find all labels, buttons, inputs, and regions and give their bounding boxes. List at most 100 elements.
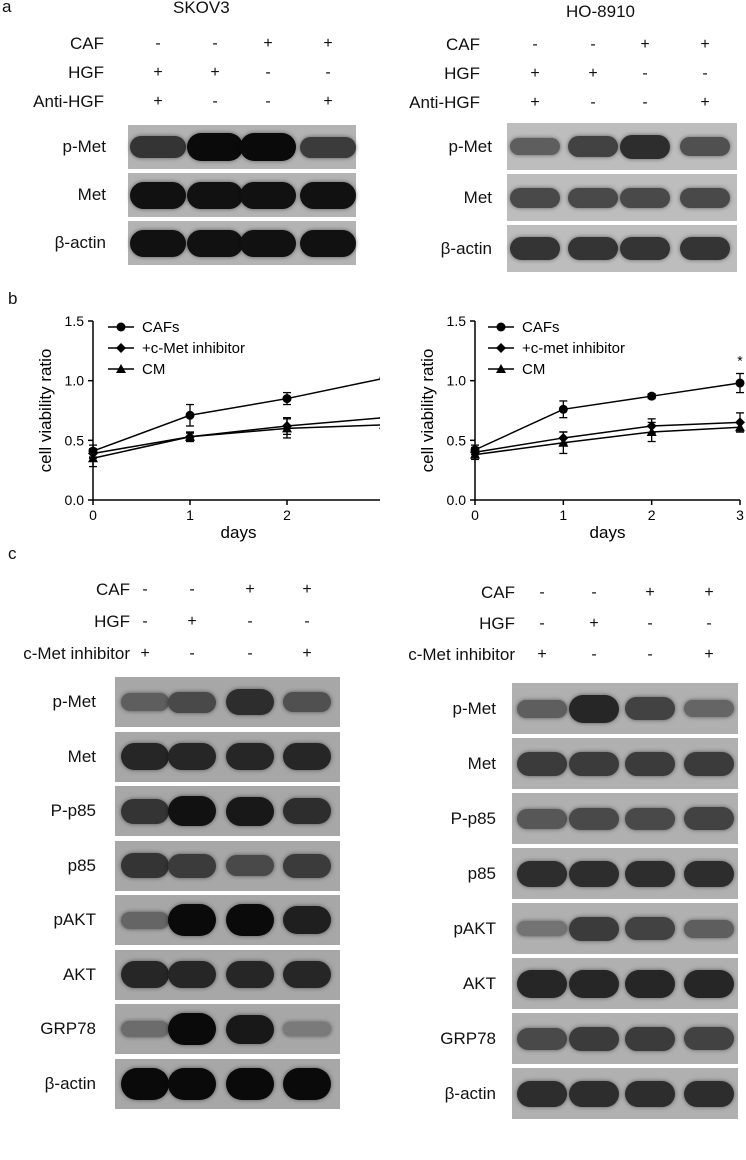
a-left-blot-label: Met xyxy=(77,185,106,204)
a-right-band xyxy=(510,187,560,208)
c-right-blot-strip xyxy=(512,903,738,954)
c-right-band xyxy=(569,1026,619,1051)
a-left-condition-label: HGF xyxy=(68,63,104,82)
c-right-band xyxy=(517,860,567,887)
c-right-condition-sign: + xyxy=(704,584,714,601)
c-right-band xyxy=(684,807,734,830)
y-tick-label: 1.5 xyxy=(447,313,467,329)
panel-letter-a: a xyxy=(2,0,12,16)
c-left-condition-sign: - xyxy=(189,645,195,662)
a-right-band xyxy=(620,134,670,159)
data-point xyxy=(735,378,745,388)
series-line xyxy=(92,424,380,459)
a-right-blot-strip xyxy=(507,174,737,221)
c-left-band xyxy=(283,1022,331,1036)
c-right-condition-label: HGF xyxy=(479,614,515,633)
c-left-band xyxy=(226,743,274,770)
c-right-band xyxy=(625,807,675,830)
series-line xyxy=(474,421,741,454)
data-point xyxy=(88,453,98,463)
a-left-condition-sign: - xyxy=(325,64,331,81)
a-left-band xyxy=(300,136,356,158)
c-right-condition-sign: + xyxy=(645,584,655,601)
c-right-condition-sign: - xyxy=(647,646,653,663)
c-left-band xyxy=(121,911,169,929)
c-left-blot-label: p-Met xyxy=(52,692,96,711)
c-left-condition-label: CAF xyxy=(96,580,130,599)
c-right-band xyxy=(684,751,734,776)
x-axis-label: days xyxy=(221,523,257,542)
a-right-condition-sign: + xyxy=(700,94,710,111)
a-left-condition-sign: + xyxy=(210,64,220,81)
legend-marker xyxy=(496,322,506,332)
legend-label: +c-Met inhibitor xyxy=(142,340,245,357)
y-axis-label: cell viability ratio xyxy=(418,349,437,473)
c-right-band xyxy=(569,694,619,723)
a-left-condition-label: Anti-HGF xyxy=(33,92,104,111)
series-line xyxy=(92,417,380,455)
a-right-condition-sign: + xyxy=(530,65,540,82)
c-left-band xyxy=(226,855,274,876)
c-left-band xyxy=(283,961,331,988)
a-left-condition-sign: - xyxy=(265,93,271,110)
c-right-condition-sign: - xyxy=(591,646,597,663)
c-right-condition-sign: + xyxy=(704,646,714,663)
c-right-condition-sign: - xyxy=(647,615,653,632)
a-left-condition-sign: - xyxy=(212,35,218,52)
c-right-band xyxy=(569,916,619,941)
series-line xyxy=(474,382,741,451)
a-left-band xyxy=(240,181,296,209)
a-left-band xyxy=(300,229,356,257)
a-right-condition-sign: - xyxy=(590,94,596,111)
x-tick-label: 1 xyxy=(559,507,567,523)
y-tick-label: 0.5 xyxy=(447,432,467,448)
c-left-band xyxy=(168,743,216,770)
series-line xyxy=(92,378,380,452)
c-right-band xyxy=(569,860,619,887)
c-right-band xyxy=(569,1080,619,1107)
c-right-condition-label: c-Met inhibitor xyxy=(408,645,515,664)
c-right-blot-label: GRP78 xyxy=(440,1028,496,1048)
data-point xyxy=(379,376,380,381)
c-right-condition-sign: - xyxy=(591,584,597,601)
c-left-band xyxy=(226,796,274,826)
c-right-band xyxy=(517,699,567,718)
c-left-condition-label: c-Met inhibitor xyxy=(23,644,130,663)
c-left-blot-label: AKT xyxy=(62,964,96,984)
a-left-band xyxy=(130,229,186,257)
x-tick-label: 2 xyxy=(648,507,656,523)
c-left-condition-sign: + xyxy=(245,581,255,598)
c-left-band xyxy=(121,961,169,988)
data-point xyxy=(735,422,745,432)
c-left-band xyxy=(168,796,216,826)
c-left-blot-strip xyxy=(115,840,340,891)
data-point xyxy=(558,404,568,414)
a-right-blot-strip xyxy=(507,123,737,170)
a-right-condition-sign: - xyxy=(642,65,648,82)
c-left-blot-strip xyxy=(115,1004,340,1054)
c-right-condition-sign: - xyxy=(706,615,712,632)
c-left-band xyxy=(283,906,331,934)
y-axis-label: cell viability ratio xyxy=(36,349,55,473)
x-tick-label: 0 xyxy=(89,507,97,523)
a-left-condition-sign: + xyxy=(153,64,163,81)
c-right-blot-label: AKT xyxy=(462,973,496,993)
c-left-condition-sign: + xyxy=(140,645,150,662)
a-right-band xyxy=(680,187,730,208)
c-left-condition-sign: - xyxy=(304,613,310,630)
legend-marker xyxy=(116,343,126,353)
c-right-blot-label: p85 xyxy=(467,863,496,883)
c-left-band xyxy=(168,1013,216,1045)
a-right-blot-strip xyxy=(507,225,737,272)
c-left-band xyxy=(121,743,169,770)
c-left-band xyxy=(121,853,169,878)
a-right-band xyxy=(568,237,618,260)
a-right-band xyxy=(568,187,618,208)
c-left-blot-label: GRP78 xyxy=(40,1019,96,1038)
a-right-band xyxy=(680,137,730,156)
a-left-blot-label: β-actin xyxy=(54,233,106,252)
significance-annotation: * xyxy=(737,353,743,369)
c-right-condition-sign: - xyxy=(539,584,545,601)
viability-chart-right: 0.0 0.5 1.0 1.5 0 1 2 3 days cell viability ratio… xyxy=(418,313,745,542)
legend-label: CAFs xyxy=(522,319,560,336)
